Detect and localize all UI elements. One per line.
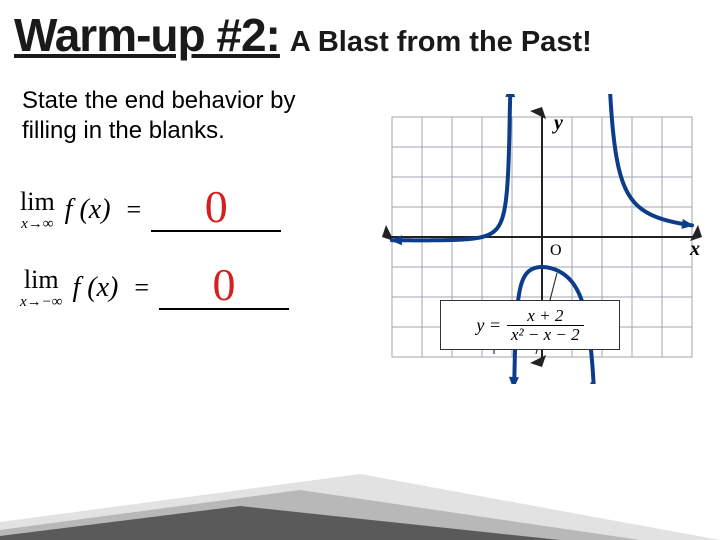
swoosh-decoration <box>0 450 720 540</box>
blank-1: 0 <box>151 188 281 232</box>
formula-fraction: x + 2 x² − x − 2 <box>507 307 584 344</box>
eq-1: = <box>127 195 142 225</box>
lim-sub-2: x→−∞ <box>20 295 62 310</box>
fx-text-2: f (x) <box>72 272 118 303</box>
blank-line-1 <box>151 230 281 232</box>
fx-text-1: f (x) <box>65 194 111 225</box>
lim-word-1: lim <box>20 189 55 215</box>
eq-2: = <box>134 273 149 303</box>
formula-den: x² − x − 2 <box>507 326 584 344</box>
lim-symbol-1: lim x→∞ <box>20 189 55 232</box>
lim-word-2: lim <box>24 267 59 293</box>
blank-2: 0 <box>159 266 289 310</box>
limit-row-1: lim x→∞ f (x) = 0 <box>20 188 390 232</box>
axis-y-label: y <box>552 112 563 134</box>
answer-1: 0 <box>205 180 228 233</box>
title-sub: A Blast from the Past! <box>290 26 592 59</box>
instruction-text: State the end behavior by filling in the… <box>22 86 352 146</box>
fx-2: f (x) <box>72 272 118 304</box>
limits-block: lim x→∞ f (x) = 0 lim x→−∞ f (x) = 0 <box>20 188 390 344</box>
formula-lhs: y = <box>476 315 501 336</box>
origin-label: O <box>550 242 562 259</box>
lim-sub-1: x→∞ <box>21 217 53 232</box>
title-row: Warm-up #2: A Blast from the Past! <box>14 8 706 62</box>
limit-row-2: lim x→−∞ f (x) = 0 <box>20 266 390 310</box>
blank-line-2 <box>159 308 289 310</box>
lim-symbol-2: lim x→−∞ <box>20 267 62 310</box>
axis-x-label: x <box>689 238 700 260</box>
title-main: Warm-up #2: <box>14 8 280 62</box>
fx-1: f (x) <box>65 194 111 226</box>
formula-callout: y = x + 2 x² − x − 2 <box>440 300 620 350</box>
formula-num: x + 2 <box>523 307 567 325</box>
answer-2: 0 <box>213 258 236 311</box>
